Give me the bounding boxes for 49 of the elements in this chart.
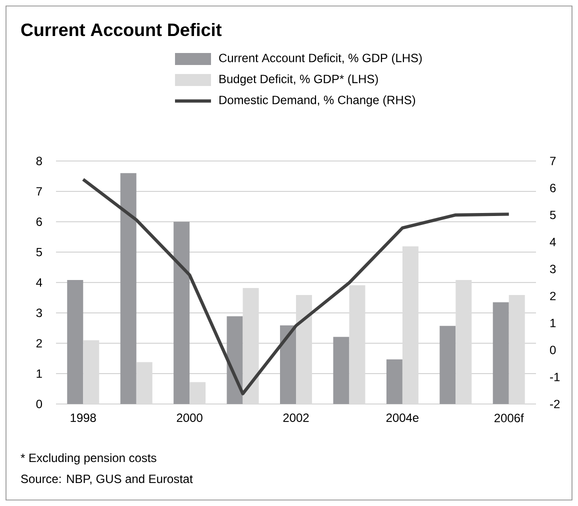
bar <box>333 336 350 404</box>
legend-label: Domestic Demand, % Change (RHS) <box>220 95 416 107</box>
bar <box>190 382 206 404</box>
y2-tick-label: 1 <box>550 318 556 328</box>
chart-title: Current Account Deficit <box>21 22 222 36</box>
y2-tick-label: 0 <box>550 346 556 354</box>
x-tick-label: 2006f <box>494 414 524 422</box>
x-tick-label: 2004e <box>386 414 419 422</box>
y-tick-label: 3 <box>36 308 42 318</box>
bar <box>440 326 456 404</box>
y-tick-label: 4 <box>36 278 42 287</box>
bar <box>349 285 366 404</box>
y-tick-label: 0 <box>36 400 42 408</box>
y-tick-label: 6 <box>36 218 42 226</box>
y2-tick-label: -1 <box>550 372 560 382</box>
bar <box>456 280 472 404</box>
y2-tick-label: 2 <box>550 292 556 300</box>
bar <box>280 325 296 404</box>
bar <box>386 359 402 404</box>
y2-tick-label: 7 <box>550 156 556 166</box>
legend-label: Budget Deficit, % GDP* (LHS) <box>220 74 378 86</box>
line-series <box>82 178 510 396</box>
bar <box>226 316 243 404</box>
y2-tick-label: 6 <box>550 184 556 192</box>
y2-tick-label: -2 <box>550 400 560 408</box>
bar <box>120 173 136 404</box>
bar <box>508 294 525 404</box>
x-tick-label: 1998 <box>70 414 96 422</box>
bar <box>296 294 312 404</box>
legend-label: Current Account Deficit, % GDP (LHS) <box>219 53 422 65</box>
bar <box>136 362 152 404</box>
y2-tick-label: 4 <box>550 238 556 246</box>
bar <box>242 288 259 404</box>
y-tick-label: 1 <box>36 370 42 378</box>
y-tick-label: 5 <box>36 248 42 256</box>
x-tick-label: 2000 <box>176 414 202 422</box>
y-tick-label: 7 <box>36 187 42 196</box>
y2-tick-label: 3 <box>550 264 556 274</box>
y2-tick-label: 5 <box>550 210 556 220</box>
bar <box>174 222 190 404</box>
y-tick-label: 2 <box>36 339 42 348</box>
bar <box>67 280 84 404</box>
y-tick-label: 8 <box>36 156 42 166</box>
text: * Excluding pension costs <box>20 453 156 464</box>
bar <box>492 302 509 404</box>
bar <box>402 246 418 404</box>
source-note: Source: NBP, GUS and Eurostat <box>21 474 193 485</box>
bar <box>83 340 100 404</box>
x-tick-label: 2002 <box>283 414 309 422</box>
